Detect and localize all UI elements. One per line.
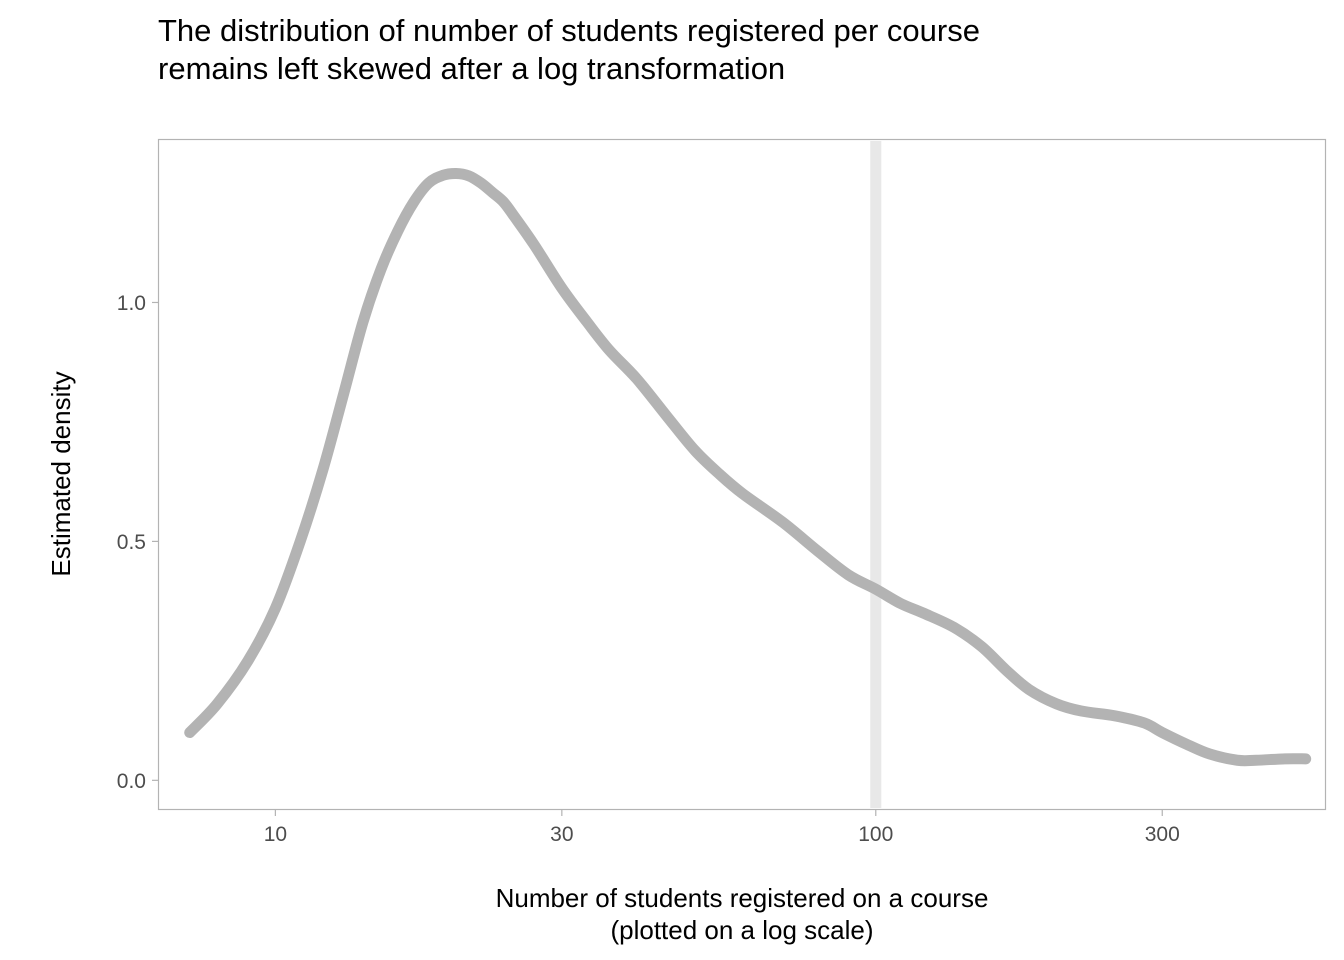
y-tick-label: 1.0 [117,292,146,315]
x-tick-label: 300 [1145,823,1180,846]
x-tick-label: 30 [550,823,573,846]
plot-panel [157,138,1327,811]
density-curve [184,167,1312,767]
x-axis-title-line-2: (plotted on a log scale) [610,915,873,945]
y-tick-label: 0.0 [117,770,146,793]
x-tick-label: 100 [858,823,893,846]
y-axis-title: Estimated density [46,371,76,576]
x-axis-title-line-1: Number of students registered on a cours… [496,883,989,913]
chart-title-line-2: remains left skewed after a log transfor… [158,51,785,86]
y-tick-label: 0.5 [117,531,146,554]
x-tick-label: 10 [264,823,287,846]
chart-title-line-1: The distribution of number of students r… [158,13,980,48]
